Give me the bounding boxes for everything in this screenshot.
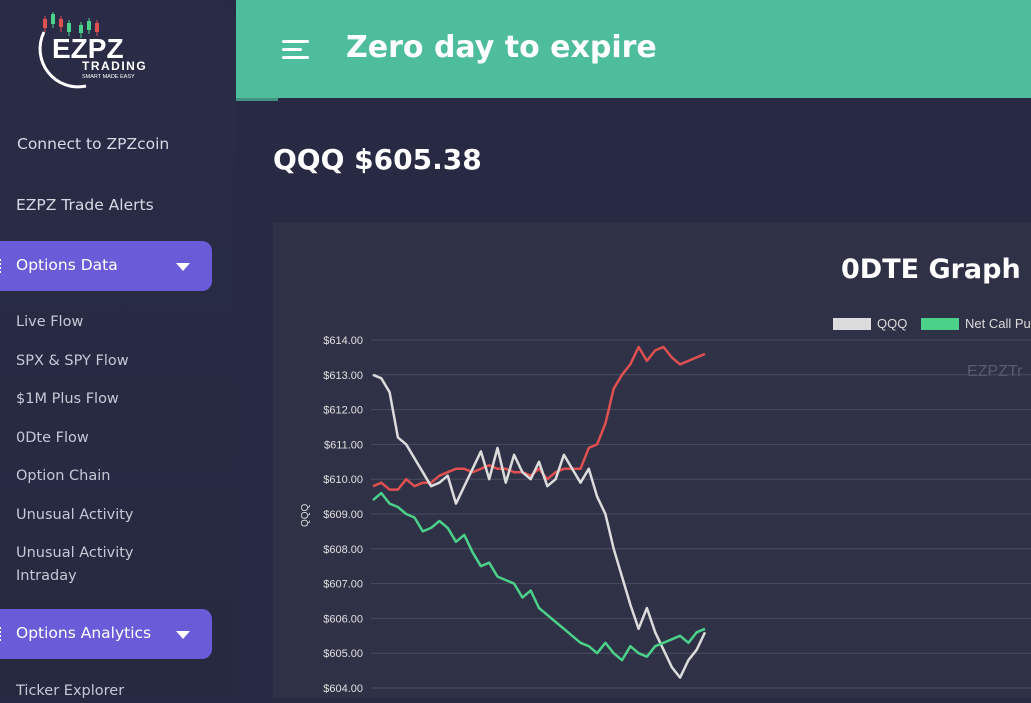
- y-tick-label: $614.00: [323, 335, 363, 347]
- chart-card: 0DTE Graph QQQ Net Call Pu EZPZTr QQQ $6…: [273, 222, 1031, 698]
- nav-live-flow[interactable]: Live Flow: [16, 314, 84, 330]
- page-title: Zero day to expire: [346, 30, 657, 65]
- y-tick-label: $608.00: [323, 544, 363, 556]
- nav-spx-spy-flow[interactable]: SPX & SPY Flow: [16, 353, 129, 369]
- ticker-price: QQQ $605.38: [273, 143, 482, 176]
- chart-watermark: EZPZTr: [967, 363, 1023, 380]
- brand-line2: TRADING: [82, 59, 147, 73]
- chevron-down-icon: [176, 263, 190, 271]
- nav-connect-zpzcoin[interactable]: Connect to ZPZcoin: [17, 135, 170, 153]
- y-tick-label: $609.00: [323, 509, 363, 521]
- y-tick-label: $611.00: [324, 439, 363, 451]
- header-shadow: [236, 98, 278, 101]
- y-tick-label: $604.00: [323, 683, 363, 695]
- nav-trade-alerts[interactable]: EZPZ Trade Alerts: [16, 196, 154, 214]
- legend-swatch-qqq: [833, 318, 871, 330]
- dots-icon: [0, 627, 5, 641]
- legend-label-qqq: QQQ: [877, 316, 907, 331]
- nav-options-data-label: Options Data: [16, 256, 118, 274]
- hamburger-menu-icon[interactable]: [282, 40, 309, 60]
- y-tick-label: $612.00: [323, 405, 363, 417]
- nav-unusual-activity-intraday[interactable]: Unusual Activity Intraday: [16, 545, 134, 584]
- series-line-net-call-put: [372, 491, 706, 662]
- ezpz-logo[interactable]: EZPZ TRADING SMART MADE EASY: [24, 10, 154, 90]
- nav-options-data[interactable]: Options Data: [0, 241, 212, 291]
- series-line-red: [372, 345, 706, 491]
- brand-tagline: SMART MADE EASY: [82, 74, 135, 80]
- nav-unusual-activity[interactable]: Unusual Activity: [16, 507, 134, 523]
- y-tick-label: $613.00: [323, 370, 363, 382]
- y-axis-label: QQQ: [300, 503, 311, 527]
- y-tick-label: $610.00: [323, 474, 363, 486]
- legend-swatch-net-call-put: [921, 318, 959, 330]
- y-tick-label: $605.00: [323, 648, 363, 660]
- chevron-down-icon: [176, 631, 190, 639]
- nav-options-analytics-label: Options Analytics: [16, 624, 152, 642]
- nav-1m-plus-flow[interactable]: $1M Plus Flow: [16, 391, 119, 407]
- y-tick-label: $607.00: [323, 579, 363, 591]
- nav-0dte-flow[interactable]: 0Dte Flow: [16, 430, 89, 446]
- series-line-qqq: [372, 373, 707, 679]
- candlestick-icon: [43, 12, 99, 38]
- chart-title: 0DTE Graph: [841, 254, 1021, 285]
- y-tick-label: $606.00: [323, 613, 363, 625]
- dots-icon: [0, 259, 5, 273]
- chart-legend[interactable]: QQQ Net Call Pu: [833, 316, 1031, 331]
- legend-label-net-call-put: Net Call Pu: [965, 316, 1031, 331]
- brand-line1: EZPZ: [52, 33, 124, 64]
- top-header: [236, 0, 1031, 98]
- nav-option-chain[interactable]: Option Chain: [16, 468, 111, 484]
- odte-chart[interactable]: 0DTE Graph QQQ Net Call Pu EZPZTr QQQ $6…: [273, 222, 1031, 698]
- nav-options-analytics[interactable]: Options Analytics: [0, 609, 212, 659]
- sidebar: EZPZ TRADING SMART MADE EASY Connect to …: [0, 0, 236, 699]
- nav-ticker-explorer[interactable]: Ticker Explorer: [16, 683, 125, 699]
